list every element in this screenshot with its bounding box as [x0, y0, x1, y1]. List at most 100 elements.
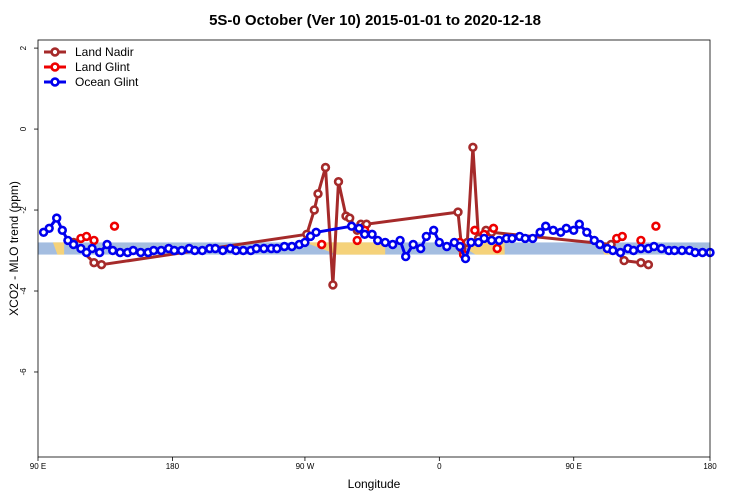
data-point [68, 239, 79, 250]
data-point [568, 225, 579, 236]
data-point [643, 260, 654, 270]
data-point [520, 233, 530, 244]
data-point [595, 239, 605, 250]
data-point [494, 235, 504, 246]
data-point [89, 258, 99, 268]
data-point [697, 247, 708, 258]
data-point [81, 231, 92, 242]
data-point [272, 243, 282, 254]
data-point [210, 243, 221, 254]
legend-marker [50, 62, 60, 72]
data-point [401, 251, 411, 262]
series-layer [38, 142, 715, 290]
data-point [169, 245, 180, 256]
y-tick-label: -2 [19, 206, 28, 214]
y-tick-label: 2 [19, 45, 28, 50]
data-point [360, 229, 370, 240]
data-point [690, 247, 700, 258]
data-point [507, 233, 517, 244]
data-point [231, 245, 241, 256]
data-point [380, 237, 390, 248]
legend-item: Ocean Glint [44, 75, 139, 89]
data-point [309, 205, 319, 215]
legend-marker [50, 77, 60, 87]
data-point [352, 235, 362, 246]
data-point [115, 247, 125, 258]
data-point [669, 245, 680, 256]
data-point [608, 245, 618, 256]
series-ocean-glint [38, 213, 715, 264]
data-point [636, 258, 646, 268]
data-point [453, 207, 463, 217]
data-point [656, 243, 667, 254]
data-point [367, 229, 377, 240]
data-point [238, 245, 249, 256]
data-point [251, 243, 262, 254]
x-tick-label: 180 [166, 462, 180, 471]
data-point [636, 243, 646, 254]
data-point [548, 225, 558, 236]
data-point [582, 227, 592, 238]
data-point [102, 239, 112, 250]
data-point [649, 241, 659, 252]
data-point [540, 221, 551, 231]
data-point [434, 237, 444, 248]
data-point [492, 243, 502, 254]
data-point [455, 241, 465, 252]
data-point [628, 245, 639, 256]
legend-label: Ocean Glint [75, 75, 139, 89]
x-tick-label: 90 E [30, 462, 46, 471]
data-point [346, 221, 357, 231]
data-point [136, 247, 146, 258]
data-point [442, 241, 452, 252]
data-point [470, 225, 480, 236]
data-point [617, 231, 627, 242]
data-point [574, 219, 584, 229]
data-point [107, 245, 118, 256]
data-point [89, 235, 99, 246]
data-point [373, 235, 383, 246]
data-point [320, 162, 331, 173]
data-point [287, 241, 297, 252]
data-point [333, 177, 344, 187]
data-point [561, 223, 571, 234]
data-point [94, 247, 105, 258]
data-point [317, 239, 327, 250]
legend-marker [50, 47, 60, 57]
x-tick-label: 0 [437, 462, 442, 471]
data-point [619, 255, 629, 266]
series-line [72, 145, 649, 287]
data-point [354, 223, 364, 234]
data-point [408, 239, 418, 250]
data-point [279, 241, 290, 252]
land-patch [52, 242, 65, 255]
data-point [149, 245, 159, 256]
data-point [328, 280, 338, 290]
data-point [44, 223, 54, 234]
legend-item: Land Glint [44, 60, 130, 74]
data-point [259, 243, 269, 254]
data-point [388, 239, 398, 250]
y-tick-label: 0 [19, 126, 28, 131]
data-point [51, 213, 62, 223]
data-point [416, 243, 426, 254]
y-axis-label: XCO2 - MLO trend (ppm) [7, 181, 21, 316]
data-point [156, 245, 166, 256]
data-point [460, 253, 471, 264]
legend-label: Land Glint [75, 60, 130, 74]
x-tick-label: 90 W [296, 462, 315, 471]
x-axis-label: Longitude [348, 477, 401, 491]
y-tick-label: -4 [19, 287, 28, 295]
x-tick-label: 90 E [565, 462, 581, 471]
data-point [313, 189, 323, 199]
data-point [488, 223, 499, 234]
x-tick-label: 180 [703, 462, 717, 471]
legend-label: Land Nadir [75, 45, 134, 59]
data-point [300, 237, 310, 248]
data-point [197, 245, 208, 256]
data-point [677, 245, 687, 256]
data-point [57, 225, 67, 236]
data-point [636, 235, 646, 246]
